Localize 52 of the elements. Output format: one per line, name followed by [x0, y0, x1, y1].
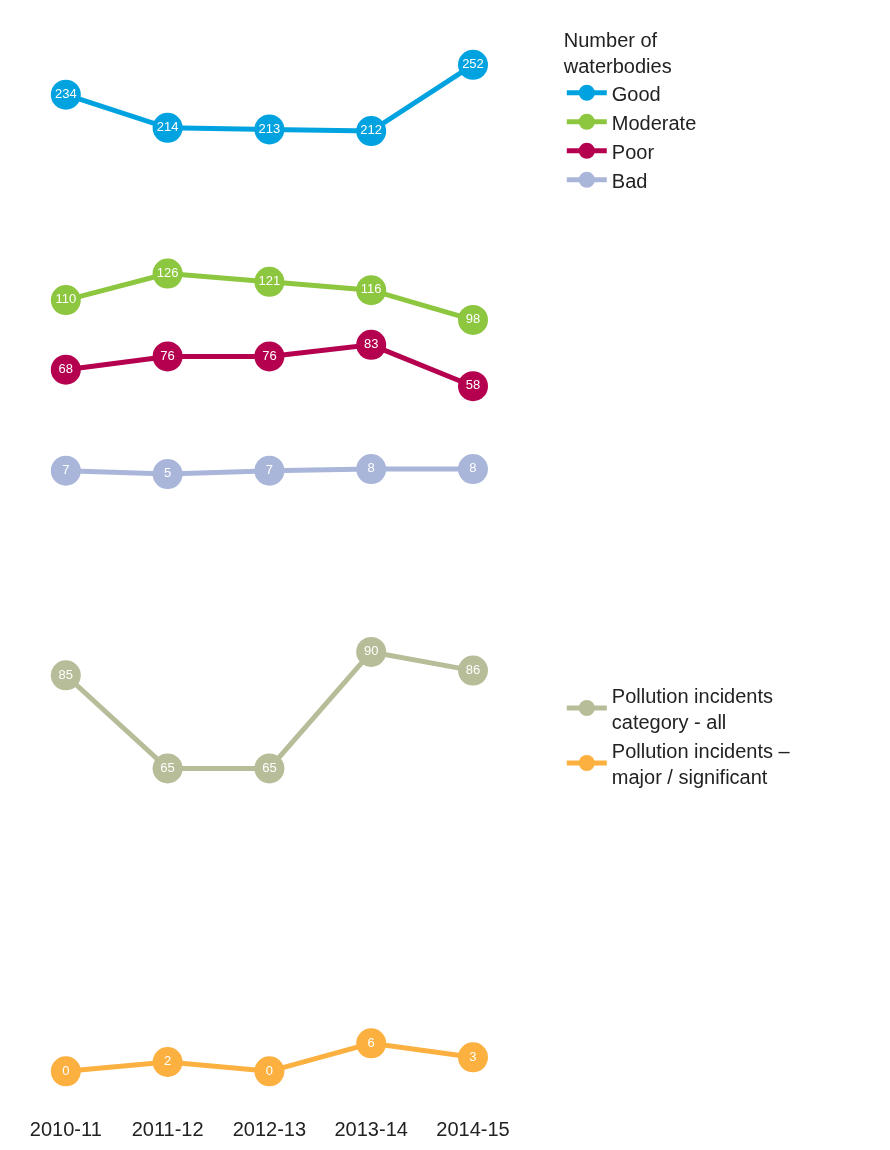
data-label: 7 [265, 461, 274, 477]
data-label: 5 [163, 465, 172, 481]
x-tick-label: 2010-11 [29, 1118, 102, 1141]
data-label: 8 [469, 460, 477, 476]
data-label: 234 [54, 85, 77, 101]
point [152, 1046, 183, 1077]
legend-title: Number of waterbodies [562, 29, 672, 78]
data-label: 86 [465, 661, 481, 677]
data-label: 76 [262, 347, 277, 363]
point [254, 455, 285, 486]
data-label: 213 [258, 120, 281, 136]
data-label: 90 [363, 643, 379, 659]
data-label: 2 [163, 1053, 172, 1069]
data-label: 214 [156, 119, 179, 135]
data-label: 126 [156, 264, 179, 280]
x-tick-label: 2013-14 [334, 1118, 408, 1141]
data-label: 252 [462, 56, 484, 72]
data-label: 0 [62, 1062, 70, 1078]
legend-label: Pollution incidents category - all [611, 684, 774, 733]
legend-label: Moderate [611, 111, 697, 134]
x-tick-label: 2011-12 [131, 1118, 204, 1141]
data-label: 3 [469, 1048, 477, 1064]
legend-label: Pollution incidents – major / significant [611, 739, 791, 788]
data-label: 85 [58, 666, 74, 682]
legend-label: Poor [611, 140, 655, 163]
point [152, 459, 183, 490]
data-label: 98 [465, 311, 481, 327]
data-label: 116 [360, 281, 382, 297]
point [50, 1056, 81, 1087]
data-label: 7 [62, 461, 70, 477]
data-label: 83 [363, 336, 379, 352]
point [356, 1028, 387, 1059]
point [356, 454, 387, 485]
data-label: 212 [360, 122, 383, 138]
data-label: 65 [160, 759, 175, 775]
data-label: 58 [465, 377, 481, 393]
point [458, 454, 488, 485]
data-label: 6 [367, 1034, 375, 1050]
x-tick-label: 2012-13 [232, 1118, 307, 1141]
legend-label: Good [611, 82, 661, 105]
data-label: 65 [262, 759, 277, 775]
data-label: 0 [265, 1062, 274, 1078]
legend-label: Bad [611, 169, 648, 192]
data-label: 8 [367, 460, 375, 476]
data-label: 121 [258, 273, 281, 289]
point [50, 455, 81, 486]
data-label: 68 [58, 360, 74, 376]
data-label: 110 [55, 291, 77, 307]
data-label: 76 [160, 347, 175, 363]
point [254, 1056, 285, 1087]
x-tick-label: 2014-15 [436, 1118, 510, 1141]
point [458, 1042, 488, 1073]
